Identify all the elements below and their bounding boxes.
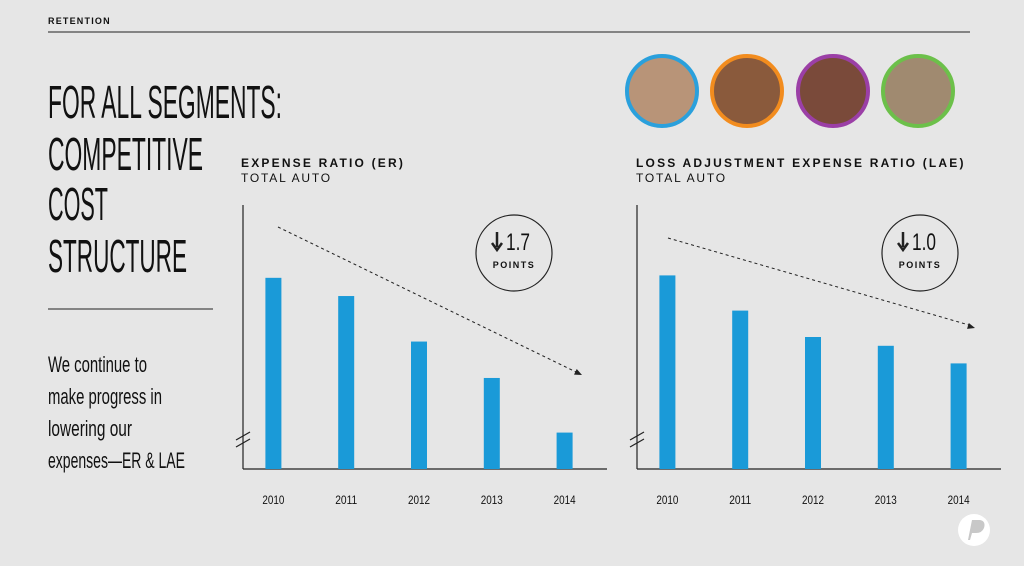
down-arrow (490, 232, 504, 253)
bar (732, 310, 749, 469)
bar (265, 277, 282, 469)
photo (796, 54, 870, 128)
x-tick-label: 2011 (729, 493, 751, 507)
axis-break (235, 431, 251, 441)
photo (881, 54, 955, 128)
logo (958, 514, 990, 546)
logo-mark (968, 520, 985, 540)
bar (483, 377, 500, 469)
bar (950, 363, 967, 469)
body-text: We continue to (48, 352, 147, 377)
x-tick-label: 2012 (408, 493, 430, 507)
down-arrow (896, 232, 910, 253)
headline: COMPETITIVE (48, 128, 203, 180)
photo (710, 54, 784, 128)
body-text: expenses—ER & LAE (48, 448, 185, 473)
trend-line (667, 237, 970, 326)
callout-unit: POINTS (899, 260, 942, 270)
axis-break (629, 438, 645, 448)
body-text: lowering our (48, 416, 132, 441)
bar (338, 296, 355, 469)
x-tick-label: 2013 (481, 493, 503, 507)
bar (556, 432, 573, 469)
bar (805, 337, 821, 469)
headline: FOR ALL SEGMENTS: (48, 76, 282, 128)
chart-subtitle: TOTAL AUTO (241, 171, 332, 185)
x-tick-label: 2013 (875, 493, 897, 507)
x-tick-label: 2014 (948, 493, 970, 507)
axis-break (629, 431, 645, 441)
trend-line (277, 226, 577, 373)
bar (659, 275, 676, 469)
axis-break (235, 438, 251, 448)
headline: STRUCTURE (48, 230, 187, 282)
x-tick-label: 2011 (335, 493, 357, 507)
chart-title: EXPENSE RATIO (ER) (241, 156, 405, 170)
x-tick-label: 2010 (656, 493, 678, 507)
section-label: RETENTION (48, 16, 111, 26)
callout-unit: POINTS (493, 260, 536, 270)
x-tick-label: 2014 (554, 493, 576, 507)
photos (625, 54, 955, 128)
x-tick-label: 2010 (262, 493, 284, 507)
headline: COST (48, 178, 108, 230)
chart-subtitle: TOTAL AUTO (636, 171, 727, 185)
callout-circle (881, 214, 959, 292)
callout-value: 1.0 (912, 229, 936, 256)
callout-circle (475, 214, 553, 292)
x-tick-label: 2012 (802, 493, 824, 507)
trend-arrowhead (574, 368, 582, 375)
trend-arrowhead (967, 322, 975, 329)
body-text: make progress in (48, 384, 162, 409)
photo (625, 54, 699, 128)
bar (877, 345, 894, 469)
callout-value: 1.7 (506, 229, 530, 256)
chart-title: LOSS ADJUSTMENT EXPENSE RATIO (LAE) (636, 156, 966, 170)
bar (411, 341, 427, 469)
